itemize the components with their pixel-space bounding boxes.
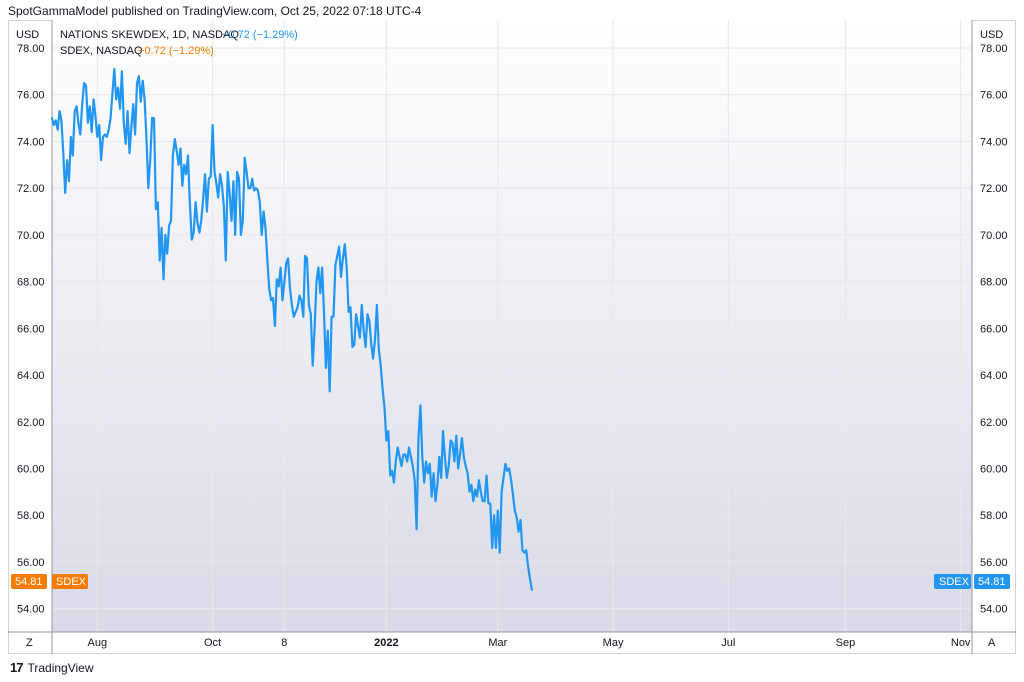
publisher-line: SpotGammaModel published on TradingView.…: [8, 4, 422, 18]
legend-line2-change: −0.72 (−1.29%): [138, 45, 214, 57]
y-tick-label: 78.00: [980, 43, 1008, 55]
y-tick-label: 66.00: [980, 323, 1008, 335]
y-tick-label: 78.00: [17, 43, 45, 55]
y-ticks-left: 78.00 76.00 74.00 72.00 70.00 68.00 66.00 64.00…: [17, 43, 45, 616]
left-price-tag-value: 54.81: [15, 576, 43, 588]
y-tick-label: 68.00: [17, 277, 45, 289]
left-series-tag-label: SDEX: [56, 576, 87, 588]
x-ticks: Aug Oct 8 2022 Mar May Jul Sep Nov: [88, 637, 971, 649]
legend-line2-name[interactable]: SDEX, NASDAQ: [60, 45, 143, 57]
y-tick-label: 66.00: [17, 323, 45, 335]
right-series-tag-label: SDEX: [939, 576, 970, 588]
y-tick-label: 54.00: [980, 604, 1008, 616]
legend-line1-name[interactable]: NATIONS SKEWDEX, 1D, NASDAQ: [60, 29, 239, 41]
x-tick-label: Sep: [836, 637, 856, 649]
y-tick-label: 56.00: [17, 557, 45, 569]
tradingview-brand[interactable]: TradingView: [27, 660, 94, 675]
legend-line1-change: −0.72 (−1.29%): [222, 29, 298, 41]
x-tick-label: Nov: [951, 637, 971, 649]
y-tick-label: 70.00: [980, 230, 1008, 242]
y-tick-label: 64.00: [17, 370, 45, 382]
y-tick-label: 54.00: [17, 604, 45, 616]
right-price-tag-value: 54.81: [978, 576, 1006, 588]
left-price-tag: [11, 574, 47, 589]
right-axis-unit: USD: [980, 29, 1003, 41]
plot-background: [52, 20, 972, 632]
y-tick-label: 60.00: [17, 463, 45, 475]
y-tick-label: 60.00: [980, 463, 1008, 475]
x-tick-label: 8: [281, 637, 287, 649]
y-tick-label: 64.00: [980, 370, 1008, 382]
corner-left-button[interactable]: Z: [26, 637, 33, 649]
x-tick-label: Aug: [88, 637, 108, 649]
y-tick-label: 68.00: [980, 277, 1008, 289]
x-tick-label: Jul: [721, 637, 735, 649]
y-tick-label: 72.00: [980, 183, 1008, 195]
y-tick-label: 76.00: [17, 90, 45, 102]
grid: [52, 20, 972, 632]
y-tick-label: 58.00: [980, 510, 1008, 522]
right-series-tag: [934, 574, 971, 589]
y-ticks-right: 78.00 76.00 74.00 72.00 70.00 68.00 66.00 64.00…: [980, 43, 1008, 616]
y-tick-label: 62.00: [17, 417, 45, 429]
x-tick-label: 2022: [374, 637, 398, 649]
footer: 17 TradingView: [10, 660, 94, 675]
corner-right-button[interactable]: A: [988, 637, 996, 649]
x-tick-label: Mar: [488, 637, 507, 649]
left-axis-unit: USD: [16, 29, 39, 41]
x-tick-label: May: [603, 637, 624, 649]
x-tick-label: Oct: [204, 637, 221, 649]
y-tick-label: 62.00: [980, 417, 1008, 429]
left-series-tag: [52, 574, 88, 589]
y-tick-label: 72.00: [17, 183, 45, 195]
y-tick-label: 74.00: [17, 136, 45, 148]
y-tick-label: 74.00: [980, 136, 1008, 148]
y-tick-label: 76.00: [980, 90, 1008, 102]
tradingview-logo-icon: 17: [10, 660, 24, 675]
y-tick-label: 56.00: [980, 557, 1008, 569]
series-line-sdex: [50, 68, 533, 591]
y-tick-label: 58.00: [17, 510, 45, 522]
y-tick-label: 70.00: [17, 230, 45, 242]
right-price-tag: [974, 574, 1010, 589]
